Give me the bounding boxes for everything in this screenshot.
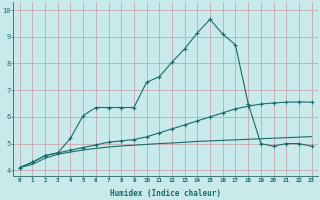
X-axis label: Humidex (Indice chaleur): Humidex (Indice chaleur) <box>110 189 221 198</box>
